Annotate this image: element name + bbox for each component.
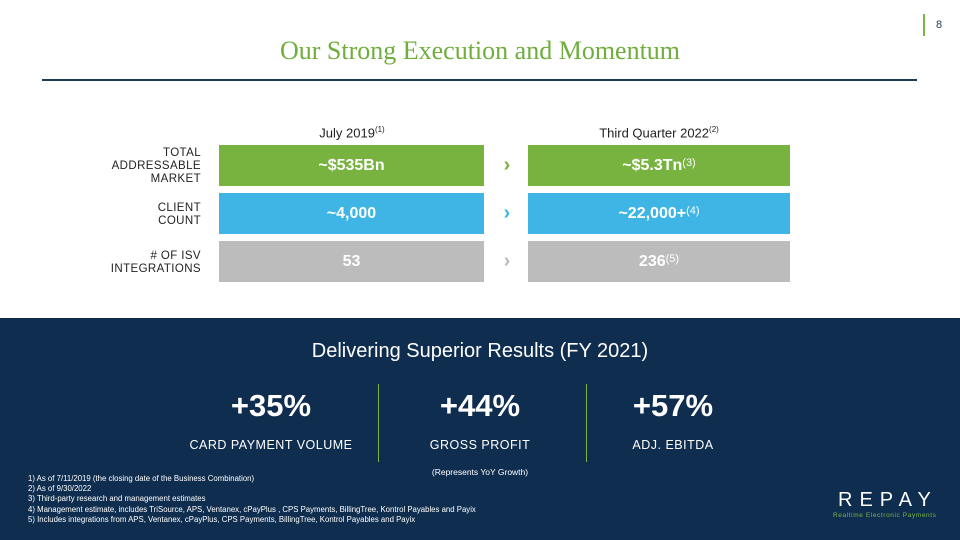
metric-gross-profit: +44% GROSS PROFIT: [375, 388, 585, 452]
results-title: Delivering Superior Results (FY 2021): [311, 340, 649, 362]
page-number: 8: [936, 19, 943, 31]
footnotes: 1) As of 7/11/2019 (the closing date of …: [28, 474, 476, 525]
logo-tagline: Realtime Electronic Payments: [833, 512, 937, 519]
row-label-tam: TOTAL ADDRESSABLE MARKET: [111, 147, 201, 185]
page-number-divider: [923, 14, 925, 36]
repay-logo: REPAY: [838, 489, 938, 511]
footnote: 2) As of 9/30/2022: [28, 484, 92, 494]
metric-value: +57%: [632, 388, 714, 423]
footnote: 3) Third-party research and management e…: [28, 494, 206, 504]
footnote: 1) As of 7/11/2019 (the closing date of …: [28, 474, 255, 483]
chevron-right-icon: ›: [503, 154, 511, 176]
title-rule: [42, 79, 917, 81]
yoy-note: (Represents YoY Growth): [431, 467, 529, 477]
metric-label: GROSS PROFIT: [429, 438, 531, 452]
column-header-left: July 2019(1): [319, 125, 385, 141]
chevron-right-icon: ›: [503, 202, 511, 224]
row-label-isv-integrations: # OF ISV INTEGRATIONS: [110, 250, 201, 275]
metric-label: CARD PAYMENT VOLUME: [189, 438, 353, 452]
metric-label: ADJ. EBITDA: [632, 438, 714, 452]
tam-2019-cell: ~$535Bn: [219, 145, 484, 186]
metric-divider: [586, 384, 587, 462]
chevron-right-icon: ›: [503, 250, 511, 272]
metric-card-payment-volume: +35% CARD PAYMENT VOLUME: [166, 388, 376, 452]
isv-2022-cell: 236 (5): [528, 241, 790, 282]
results-panel: [0, 318, 960, 540]
metric-value: +35%: [230, 388, 312, 423]
tam-2022-cell: ~$5.3Tn (3): [528, 145, 790, 186]
clients-2022-cell: ~22,000+ (4): [528, 193, 790, 234]
metric-adj-ebitda: +57% ADJ. EBITDA: [568, 388, 778, 452]
metric-value: +44%: [439, 388, 521, 423]
metric-divider: [378, 384, 379, 462]
page-title: Our Strong Execution and Momentum: [279, 36, 681, 65]
isv-2019-cell: 53: [219, 241, 484, 282]
clients-2019-cell: ~4,000: [219, 193, 484, 234]
column-header-right: Third Quarter 2022(2): [599, 125, 719, 141]
footnote: 4) Management estimate, includes TriSour…: [28, 504, 476, 514]
row-label-client-count: CLIENT COUNT: [157, 202, 201, 227]
footnote: 5) Includes integrations from APS, Venta…: [28, 514, 416, 524]
